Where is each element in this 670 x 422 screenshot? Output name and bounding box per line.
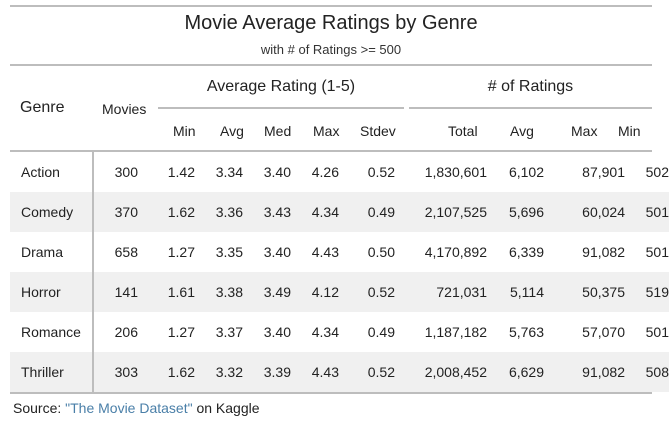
- value-cell: 2,008,452: [395, 352, 487, 392]
- table-row: Horror 141 1.61 3.38 3.49 4.12 0.52 721,031 5,11…: [10, 272, 669, 312]
- value-cell: 91,082: [544, 352, 625, 392]
- value-cell: 501: [625, 192, 669, 232]
- movies-header: Movies: [102, 101, 146, 117]
- value-cell: 3.37: [195, 312, 243, 352]
- bottom-rule: [10, 392, 652, 394]
- value-cell: 60,024: [544, 192, 625, 232]
- value-cell: 1.27: [148, 232, 195, 272]
- value-cell: 0.52: [339, 272, 395, 312]
- top-rule: [10, 5, 652, 7]
- table-row: Comedy 370 1.62 3.36 3.43 4.34 0.49 2,107,525 5,…: [10, 192, 669, 232]
- value-cell: 0.52: [339, 152, 395, 192]
- value-cell: 3.35: [195, 232, 243, 272]
- value-cell: 3.49: [243, 272, 291, 312]
- value-cell: 3.40: [243, 312, 291, 352]
- source-link[interactable]: "The Movie Dataset": [65, 400, 192, 416]
- genre-column-separator: [92, 152, 94, 392]
- value-cell: 519: [625, 272, 669, 312]
- source-note: Source: "The Movie Dataset" on Kaggle: [13, 400, 260, 416]
- average-rating-group-header: Average Rating (1-5): [158, 78, 404, 96]
- value-cell: 3.39: [243, 352, 291, 392]
- value-cell: 0.49: [339, 312, 395, 352]
- value-cell: 3.40: [243, 152, 291, 192]
- source-suffix: on Kaggle: [193, 400, 260, 416]
- ratings-table: Action 300 1.42 3.34 3.40 4.26 0.52 1,830,601 6,…: [10, 152, 669, 392]
- value-cell: 502: [625, 152, 669, 192]
- value-cell: 1.27: [148, 312, 195, 352]
- table-row: Drama 658 1.27 3.35 3.40 4.43 0.50 4,170,892 6,3…: [10, 232, 669, 272]
- title-rule: [10, 64, 652, 66]
- value-cell: 5,114: [487, 272, 544, 312]
- genre-cell: Drama: [10, 232, 93, 272]
- value-cell: 1.62: [148, 352, 195, 392]
- value-cell: 3.36: [195, 192, 243, 232]
- genre-header: Genre: [20, 99, 64, 117]
- value-cell: 1.61: [148, 272, 195, 312]
- genre-cell: Action: [10, 152, 93, 192]
- ratings-count-group-header: # of Ratings: [409, 78, 652, 96]
- value-cell: 1.42: [148, 152, 195, 192]
- value-cell: 0.50: [339, 232, 395, 272]
- value-cell: 658: [93, 232, 148, 272]
- value-cell: 3.43: [243, 192, 291, 232]
- value-cell: 57,070: [544, 312, 625, 352]
- table-subtitle: with # of Ratings >= 500: [10, 42, 652, 57]
- value-cell: 5,696: [487, 192, 544, 232]
- col-header-rating-avg: Avg: [220, 123, 244, 139]
- value-cell: 4.43: [291, 232, 339, 272]
- value-cell: 303: [93, 352, 148, 392]
- ratings-count-group-line: [409, 107, 652, 109]
- value-cell: 0.49: [339, 192, 395, 232]
- value-cell: 91,082: [544, 232, 625, 272]
- value-cell: 4,170,892: [395, 232, 487, 272]
- value-cell: 6,339: [487, 232, 544, 272]
- value-cell: 1,187,182: [395, 312, 487, 352]
- value-cell: 2,107,525: [395, 192, 487, 232]
- col-header-count-avg: Avg: [510, 123, 534, 139]
- value-cell: 501: [625, 312, 669, 352]
- col-header-count-total: Total: [448, 123, 478, 139]
- value-cell: 4.34: [291, 312, 339, 352]
- value-cell: 370: [93, 192, 148, 232]
- value-cell: 6,629: [487, 352, 544, 392]
- value-cell: 4.34: [291, 192, 339, 232]
- value-cell: 721,031: [395, 272, 487, 312]
- genre-cell: Romance: [10, 312, 93, 352]
- table-row: Action 300 1.42 3.34 3.40 4.26 0.52 1,830,601 6,…: [10, 152, 669, 192]
- table-row: Thriller 303 1.62 3.32 3.39 4.43 0.52 2,008,452…: [10, 352, 669, 392]
- value-cell: 0.52: [339, 352, 395, 392]
- source-prefix: Source:: [13, 400, 65, 416]
- value-cell: 206: [93, 312, 148, 352]
- value-cell: 87,901: [544, 152, 625, 192]
- table-title: Movie Average Ratings by Genre: [10, 12, 652, 35]
- value-cell: 1,830,601: [395, 152, 487, 192]
- value-cell: 508: [625, 352, 669, 392]
- value-cell: 4.26: [291, 152, 339, 192]
- table-row: Romance 206 1.27 3.37 3.40 4.34 0.49 1,187,182 5…: [10, 312, 669, 352]
- value-cell: 141: [93, 272, 148, 312]
- genre-cell: Thriller: [10, 352, 93, 392]
- value-cell: 50,375: [544, 272, 625, 312]
- col-header-rating-max: Max: [313, 123, 339, 139]
- col-header-count-min: Min: [618, 123, 641, 139]
- value-cell: 6,102: [487, 152, 544, 192]
- value-cell: 5,763: [487, 312, 544, 352]
- value-cell: 4.12: [291, 272, 339, 312]
- genre-cell: Horror: [10, 272, 93, 312]
- col-header-count-max: Max: [571, 123, 597, 139]
- value-cell: 1.62: [148, 192, 195, 232]
- value-cell: 3.34: [195, 152, 243, 192]
- value-cell: 4.43: [291, 352, 339, 392]
- col-header-rating-stdev: Stdev: [360, 123, 396, 139]
- col-header-rating-med: Med: [264, 123, 291, 139]
- value-cell: 3.38: [195, 272, 243, 312]
- value-cell: 3.32: [195, 352, 243, 392]
- average-rating-group-line: [158, 107, 404, 109]
- genre-cell: Comedy: [10, 192, 93, 232]
- value-cell: 3.40: [243, 232, 291, 272]
- value-cell: 501: [625, 232, 669, 272]
- col-header-rating-min: Min: [173, 123, 196, 139]
- value-cell: 300: [93, 152, 148, 192]
